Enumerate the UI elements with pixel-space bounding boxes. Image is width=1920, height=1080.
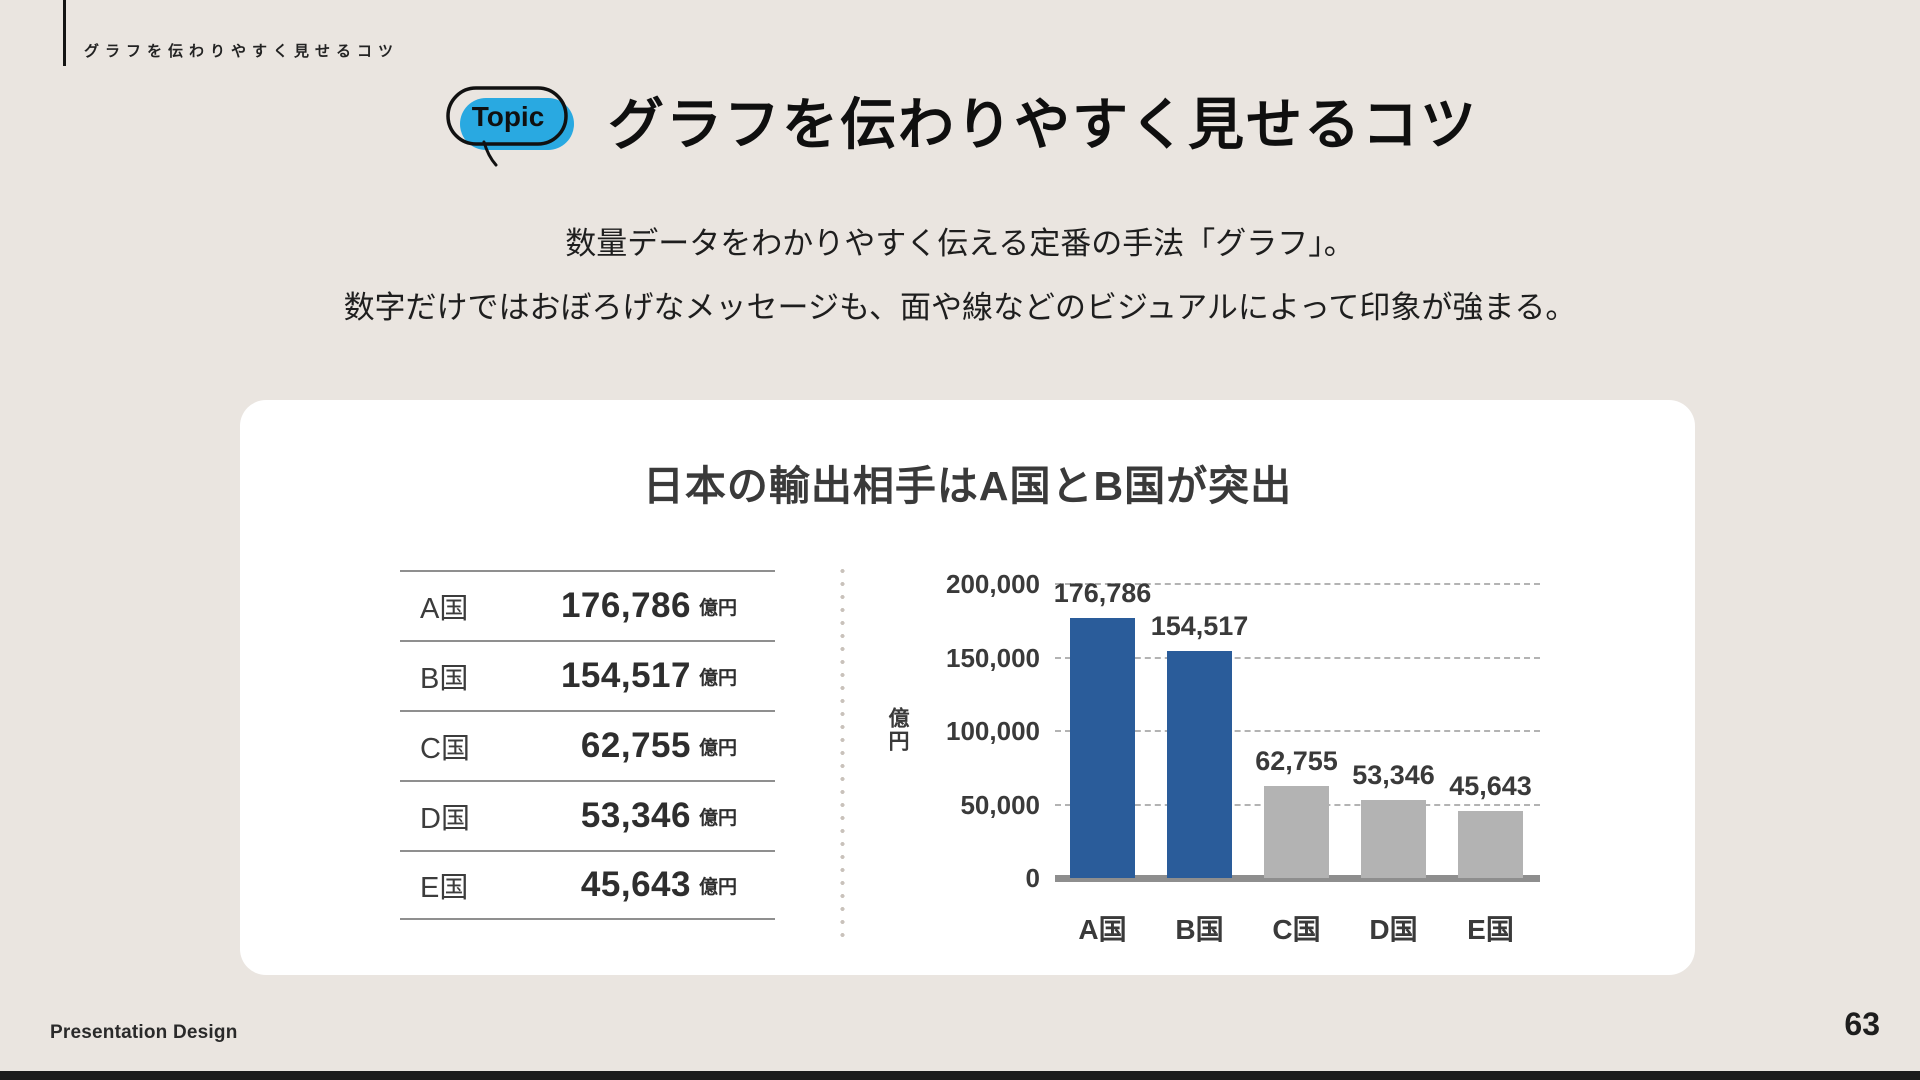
x-axis-baseline: [1055, 875, 1540, 882]
y-tick-label: 50,000: [960, 789, 1040, 820]
intro-line-2: 数字だけではおぼろげなメッセージも、面や線などのビジュアルによって印象が強まる。: [343, 290, 1577, 325]
bar-value-label: 154,517: [1150, 610, 1249, 641]
topic-badge-label: Topic: [472, 101, 545, 132]
table-row: B国 154,517 億円: [400, 640, 775, 710]
table-row: C国 62,755 億円: [400, 710, 775, 780]
row-label: A国: [420, 593, 469, 625]
x-category-label: D国: [1369, 914, 1418, 945]
table-row: A国 176,786 億円: [400, 570, 775, 640]
page-title: グラフを伝わりやすく見せるコツ: [608, 92, 1478, 156]
row-label: C国: [420, 733, 470, 765]
bar: [1361, 799, 1426, 878]
y-axis-title: 億円: [886, 707, 909, 753]
x-category-label: B国: [1175, 914, 1224, 945]
data-table: A国 176,786 億円 B国 154,517 億円 C国 62,755 億円…: [400, 570, 775, 920]
gridline: [1055, 583, 1540, 585]
row-unit: 億円: [698, 737, 737, 759]
gridline: [1055, 730, 1540, 732]
row-value: 45,643: [580, 865, 691, 904]
row-label: B国: [420, 663, 469, 695]
bar-value-label: 45,643: [1449, 770, 1532, 801]
title-row: Topic グラフを伝わりやすく見せるコツ: [0, 72, 1920, 168]
intro-line-1: 数量データをわかりやすく伝える定番の手法「グラフ」。: [565, 226, 1355, 261]
bar-chart: 億円 0 50,000 100,000 150,000 200,000 176,786 A国…: [880, 565, 1570, 960]
row-unit: 億円: [698, 597, 737, 619]
topic-badge-outline: [446, 86, 568, 146]
topic-badge: Topic: [446, 86, 574, 167]
header-vertical-rule: [63, 0, 66, 66]
y-tick-label: 200,000: [946, 569, 1040, 599]
row-unit: 億円: [698, 667, 737, 689]
page-number: 63: [1844, 1006, 1880, 1042]
chart-title: 日本の輸出相手はA国とB国が突出: [642, 463, 1293, 509]
row-value: 53,346: [580, 796, 691, 835]
bar: [1070, 618, 1135, 878]
topic-badge-fill: [460, 98, 574, 150]
x-category-label: E国: [1467, 914, 1514, 945]
bar: [1264, 785, 1329, 878]
row-value: 154,517: [560, 656, 691, 695]
table-row: D国 53,346 億円: [400, 780, 775, 850]
table-row: E国 45,643 億円: [400, 850, 775, 920]
y-tick-label: 150,000: [946, 642, 1040, 673]
row-value: 176,786: [560, 586, 691, 625]
row-value: 62,755: [580, 726, 691, 765]
y-tick-label: 0: [1025, 863, 1040, 893]
row-unit: 億円: [698, 807, 737, 829]
dotted-divider: [840, 565, 845, 937]
x-category-label: A国: [1078, 914, 1127, 945]
gridline: [1055, 656, 1540, 659]
speech-bubble-tail: [482, 140, 498, 167]
bar-value-label: 62,755: [1255, 745, 1338, 776]
header-breadcrumb-label: グラフを伝わりやすく見せるコツ: [84, 43, 400, 60]
bar-value-label: 53,346: [1352, 759, 1435, 790]
x-category-label: C国: [1272, 914, 1321, 945]
bar: [1458, 810, 1523, 878]
row-unit: 億円: [698, 876, 737, 898]
row-label: D国: [420, 803, 470, 835]
bottom-accent-bar: [0, 1071, 1920, 1080]
bar: [1167, 650, 1232, 878]
example-card: 日本の輸出相手はA国とB国が突出 A国 176,786 億円 B国 154,51…: [240, 400, 1695, 975]
row-label: E国: [420, 872, 469, 904]
footer-brand: Presentation Design: [50, 1022, 238, 1043]
intro-text: 数量データをわかりやすく伝える定番の手法「グラフ」。 数字だけではおぼろげなメッ…: [0, 212, 1920, 340]
bar-value-label: 176,786: [1053, 578, 1152, 609]
y-tick-label: 100,000: [946, 716, 1040, 746]
